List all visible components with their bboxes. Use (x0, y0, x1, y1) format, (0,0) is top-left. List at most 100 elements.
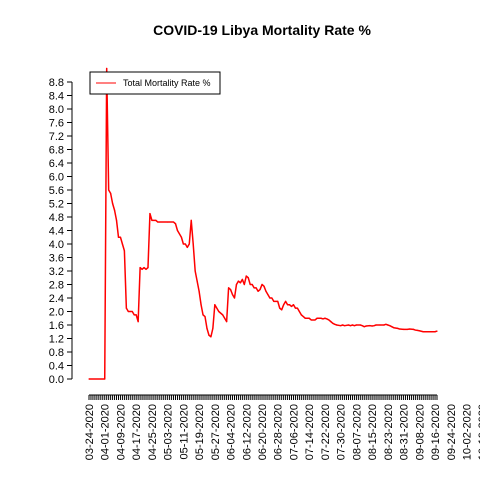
data-point (288, 304, 291, 306)
data-point (188, 243, 190, 245)
data-point (285, 300, 287, 302)
x-tick-label: 04-01-2020 (100, 404, 112, 460)
x-tick-label: 08-31-2020 (399, 404, 411, 460)
data-point (253, 287, 255, 289)
data-point (222, 314, 224, 316)
data-point (316, 317, 318, 319)
data-point (208, 334, 210, 336)
data-point (210, 336, 212, 338)
data-point (241, 278, 243, 281)
data-point (231, 294, 234, 296)
data-point (149, 213, 151, 215)
data-point (402, 328, 405, 330)
data-point (342, 324, 344, 326)
data-point (326, 318, 328, 320)
x-tick-label: 05-11-2020 (178, 404, 190, 459)
data-point (391, 326, 393, 328)
data-point (359, 324, 361, 326)
data-point (119, 236, 122, 238)
y-tick-label: 8.0 (49, 104, 64, 116)
data-point (129, 310, 131, 313)
data-point (298, 310, 300, 313)
data-point (153, 219, 155, 221)
data-point (110, 192, 112, 194)
x-tick-label: 10-10-2020 (477, 404, 480, 460)
data-point (247, 277, 249, 279)
data-point (349, 325, 352, 327)
y-tick-label: 2.0 (49, 307, 64, 319)
data-point (180, 236, 183, 238)
y-tick-label: 7.2 (49, 131, 64, 143)
data-point (418, 330, 420, 332)
data-point (304, 317, 306, 319)
data-point (202, 314, 204, 316)
data-point (131, 310, 133, 313)
y-tick-label: 4.0 (49, 239, 64, 251)
plot-area (88, 67, 438, 380)
x-tick-label: 09-16-2020 (430, 404, 442, 460)
data-point (351, 324, 354, 326)
data-point (375, 324, 377, 326)
data-point (255, 287, 257, 289)
data-point (399, 328, 401, 330)
y-tick-label: 0.8 (49, 347, 64, 359)
data-point (302, 315, 304, 318)
data-point (214, 304, 216, 306)
x-tick-label: 06-28-2020 (273, 404, 285, 460)
y-tick-label: 1.6 (49, 320, 64, 332)
data-point (422, 331, 424, 333)
x-tick-label: 06-12-2020 (241, 404, 253, 460)
data-point (135, 314, 137, 316)
data-point (412, 328, 415, 330)
data-point (294, 307, 297, 309)
data-point (328, 319, 330, 321)
data-point (251, 283, 253, 286)
y-tick-label: 0.0 (49, 374, 64, 386)
data-point (257, 290, 259, 292)
data-point (397, 327, 399, 329)
legend-box (89, 71, 221, 95)
data-point (229, 288, 232, 291)
data-point (137, 321, 139, 323)
data-point (117, 236, 120, 238)
x-tick-label: 06-20-2020 (257, 404, 269, 460)
data-point (269, 297, 271, 299)
data-point (383, 324, 385, 326)
data-point (200, 304, 202, 306)
data-point (324, 317, 326, 319)
data-point (88, 378, 90, 380)
data-point (159, 221, 161, 223)
data-point (416, 329, 418, 331)
y-tick-label: 4.4 (49, 226, 64, 238)
data-point (145, 268, 147, 270)
data-point (332, 322, 334, 324)
data-point (261, 283, 263, 286)
data-point (186, 246, 188, 248)
y-axis: 0.00.40.81.21.62.02.42.83.23.64.04.44.85… (49, 77, 73, 386)
x-tick-label: 03-24-2020 (84, 404, 96, 460)
y-tick-label: 8.8 (49, 77, 64, 89)
data-point (273, 300, 275, 302)
x-axis: 03-24-2020 04-01-2020 04-09-2020 04-17-2020… (84, 394, 480, 460)
data-point (196, 280, 198, 282)
data-point (271, 297, 273, 299)
data-point (233, 297, 236, 299)
data-point (290, 305, 293, 308)
data-point (340, 325, 342, 327)
data-point (389, 325, 391, 327)
data-point (198, 290, 200, 292)
data-point (361, 325, 363, 327)
data-point (108, 189, 110, 191)
y-tick-label: 8.4 (49, 91, 64, 103)
data-point (330, 321, 332, 323)
data-point (387, 324, 389, 326)
x-tick-label: 07-22-2020 (320, 404, 332, 460)
data-point (267, 294, 269, 296)
data-point (172, 221, 175, 223)
x-tick-label: 05-19-2020 (194, 404, 206, 460)
data-point (343, 325, 346, 327)
data-point (184, 243, 186, 245)
data-point (115, 219, 118, 221)
y-tick-label: 6.8 (49, 145, 64, 157)
